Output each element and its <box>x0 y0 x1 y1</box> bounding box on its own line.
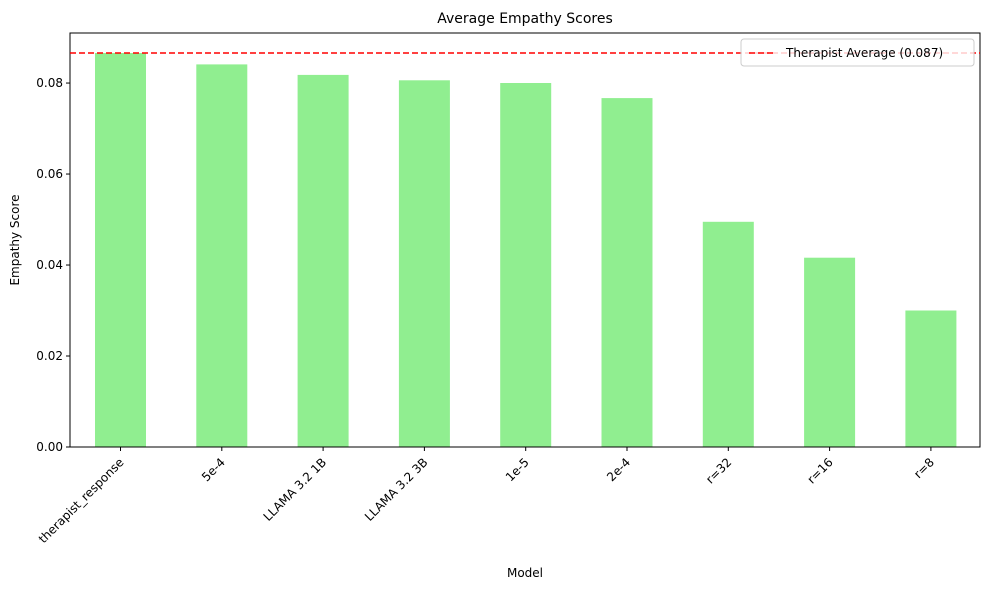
y-axis-label: Empathy Score <box>8 194 22 285</box>
x-tick-label: 2e-4 <box>604 455 633 484</box>
bar-3 <box>398 80 450 448</box>
bar-7 <box>804 257 856 447</box>
y-tick-label: 0.08 <box>36 76 63 90</box>
x-tick-label: 5e-4 <box>199 455 228 484</box>
x-tick-label: LLAMA 3.2 3B <box>362 455 431 524</box>
y-tick-label: 0.06 <box>36 167 63 181</box>
x-tick-label: 1e-5 <box>503 455 532 484</box>
chart-title: Average Empathy Scores <box>437 11 613 27</box>
y-tick-label: 0.04 <box>36 258 63 272</box>
bar-5 <box>601 98 653 447</box>
legend: Therapist Average (0.087) <box>740 38 975 67</box>
x-axis: therapist_response 5e-4 LLAMA 3.2 1B LLAMA … <box>36 447 937 546</box>
x-tick-label: r=16 <box>804 455 835 486</box>
bar-8 <box>905 310 957 447</box>
legend-box <box>740 38 975 67</box>
plot-frame <box>69 32 981 448</box>
x-tick-label: r=32 <box>703 455 734 486</box>
bar-6 <box>702 221 754 447</box>
bar-2 <box>297 74 349 448</box>
x-tick-label: therapist_response <box>36 455 127 546</box>
x-tick-label: LLAMA 3.2 1B <box>261 455 330 524</box>
bar-4 <box>500 83 552 447</box>
x-axis-label: Model <box>507 566 543 580</box>
y-tick-label: 0.00 <box>36 440 63 454</box>
y-axis: 0.00 0.02 0.04 0.06 0.08 <box>36 76 70 454</box>
bar-0 <box>95 53 146 447</box>
y-tick-label: 0.02 <box>36 349 63 363</box>
bars-group <box>95 53 957 448</box>
x-tick-label: r=8 <box>911 455 937 481</box>
bar-1 <box>196 64 248 448</box>
legend-label: Therapist Average (0.087) <box>785 46 943 60</box>
